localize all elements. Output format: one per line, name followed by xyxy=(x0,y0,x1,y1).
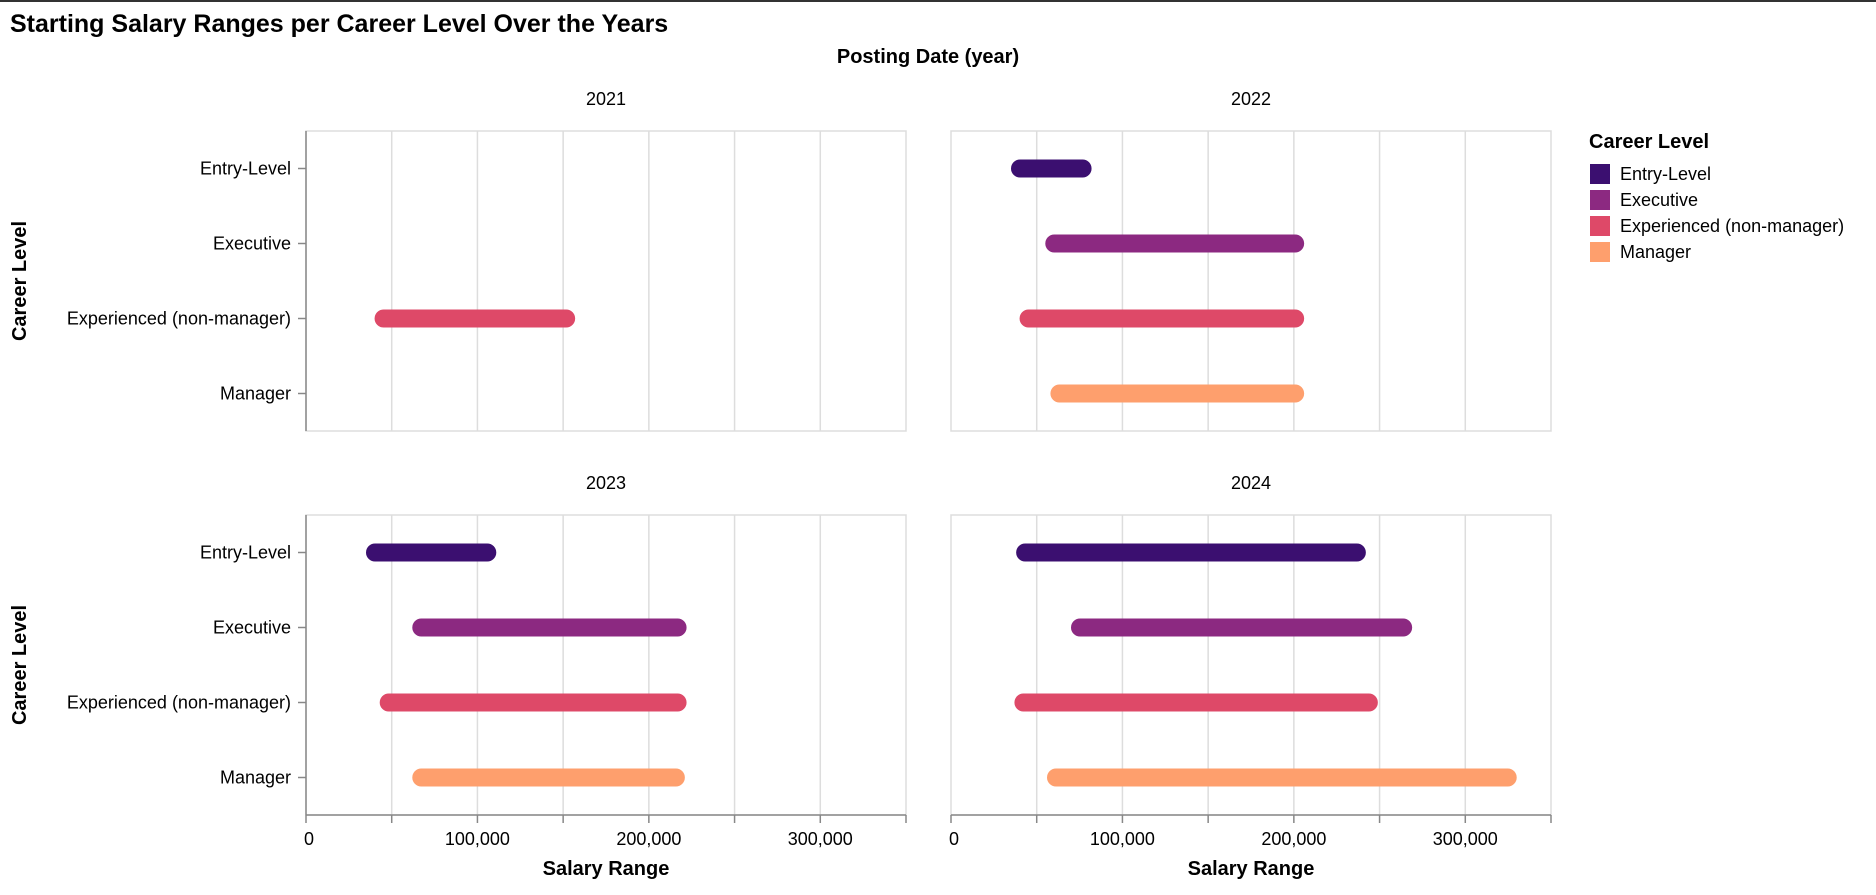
x-axis-title: Salary Range xyxy=(1188,858,1315,880)
x-tick-label: 100,000 xyxy=(445,829,510,849)
y-tick-label: Executive xyxy=(213,618,291,638)
legend-label: Entry-Level xyxy=(1620,164,1711,184)
legend-swatch xyxy=(1590,164,1610,184)
facet-frame xyxy=(950,130,1552,432)
y-tick-label: Entry-Level xyxy=(200,159,291,179)
facet-2023: 2023 Entry-Level Executive Experienced (non… xyxy=(9,473,907,880)
x-tick-label: 200,000 xyxy=(616,829,681,849)
x-tick-label: 300,000 xyxy=(1433,829,1498,849)
x-tick-label: 200,000 xyxy=(1261,829,1326,849)
x-tick-label: 300,000 xyxy=(788,829,853,849)
chart-title: Starting Salary Ranges per Career Level … xyxy=(10,10,668,38)
y-axis-title: Career Level xyxy=(9,605,31,725)
legend-swatch xyxy=(1590,216,1610,236)
facet-title-2021: 2021 xyxy=(586,89,626,109)
facet-title-2024: 2024 xyxy=(1231,473,1271,493)
y-tick-label: Manager xyxy=(220,384,291,404)
y-tick-label: Experienced (non-manager) xyxy=(67,309,291,329)
x-tick-label: 0 xyxy=(949,829,959,849)
legend-label: Manager xyxy=(1620,242,1691,262)
facet-title-2023: 2023 xyxy=(586,473,626,493)
legend-title: Career Level xyxy=(1589,131,1709,153)
legend: Career Level Entry-Level Executive Experien… xyxy=(1589,131,1844,262)
facet-title-2022: 2022 xyxy=(1231,89,1271,109)
facet-2024: 2024 0 100,000 200,000 300,000 Salary Range xyxy=(949,473,1552,880)
facet-2022: 2022 xyxy=(950,89,1552,432)
facet-2021: 2021 Entry-Level Executive Experienced (non… xyxy=(9,89,907,432)
x-axis-title: Salary Range xyxy=(543,858,670,880)
facets-group: 2021 Entry-Level Executive Experienced (non… xyxy=(9,89,1552,880)
legend-swatch xyxy=(1590,190,1610,210)
y-tick-label: Experienced (non-manager) xyxy=(67,693,291,713)
legend-label: Experienced (non-manager) xyxy=(1620,216,1844,236)
y-tick-label: Entry-Level xyxy=(200,543,291,563)
legend-label: Executive xyxy=(1620,190,1698,210)
y-tick-label: Executive xyxy=(213,234,291,254)
y-tick-label: Manager xyxy=(220,768,291,788)
legend-swatch xyxy=(1590,242,1610,262)
y-axis-title: Career Level xyxy=(9,221,31,341)
column-title: Posting Date (year) xyxy=(837,46,1019,68)
facet-frame xyxy=(305,130,907,432)
x-tick-label: 0 xyxy=(304,829,314,849)
x-tick-label: 100,000 xyxy=(1090,829,1155,849)
